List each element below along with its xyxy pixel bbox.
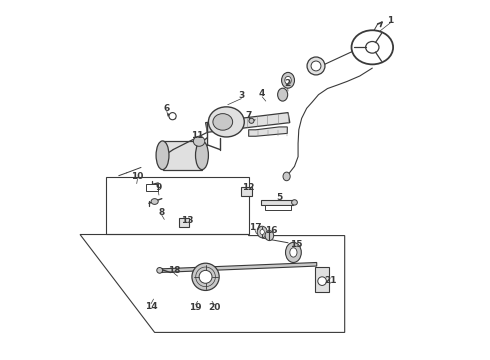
Ellipse shape [199,270,212,283]
Polygon shape [159,262,317,273]
Bar [261,200,293,205]
Ellipse shape [249,118,254,123]
Ellipse shape [260,229,265,234]
Text: 6: 6 [164,104,170,113]
Text: 1: 1 [387,16,393,25]
Ellipse shape [307,57,325,75]
Ellipse shape [286,242,301,262]
Text: 13: 13 [181,216,193,225]
Ellipse shape [366,41,379,53]
Bar [147,184,158,192]
Text: 3: 3 [238,91,245,100]
Ellipse shape [292,200,297,205]
Text: 11: 11 [192,131,204,140]
Bar [265,205,291,211]
Ellipse shape [157,267,163,273]
Ellipse shape [283,172,290,181]
Text: 20: 20 [208,303,220,312]
Ellipse shape [192,263,219,291]
Text: 10: 10 [131,172,144,181]
Ellipse shape [169,113,176,120]
Text: 8: 8 [159,208,165,217]
Text: 5: 5 [276,193,282,202]
Ellipse shape [194,136,205,146]
Ellipse shape [156,141,169,170]
Polygon shape [248,127,287,136]
Text: 18: 18 [168,266,180,275]
Bar [163,140,202,170]
Ellipse shape [196,141,208,170]
Bar [242,187,252,196]
Ellipse shape [213,114,233,130]
Ellipse shape [282,72,294,88]
Ellipse shape [151,199,158,204]
Text: 12: 12 [243,183,255,192]
Text: 9: 9 [155,183,161,192]
Ellipse shape [285,76,291,84]
Text: 16: 16 [265,226,277,235]
Text: 2: 2 [284,79,291,88]
Text: 15: 15 [290,240,302,249]
Ellipse shape [318,277,326,285]
Polygon shape [205,113,290,132]
Text: 7: 7 [245,111,252,120]
Ellipse shape [351,30,393,64]
Ellipse shape [278,88,288,101]
Ellipse shape [311,61,321,71]
Text: 17: 17 [249,223,261,232]
Text: 4: 4 [259,89,266,98]
Text: 14: 14 [145,302,157,311]
Ellipse shape [265,230,274,240]
Text: 21: 21 [324,276,337,285]
Ellipse shape [257,226,267,238]
Text: 19: 19 [189,303,202,312]
Bar [315,267,329,292]
Ellipse shape [208,107,245,137]
Bar [179,218,189,227]
Ellipse shape [290,248,297,257]
